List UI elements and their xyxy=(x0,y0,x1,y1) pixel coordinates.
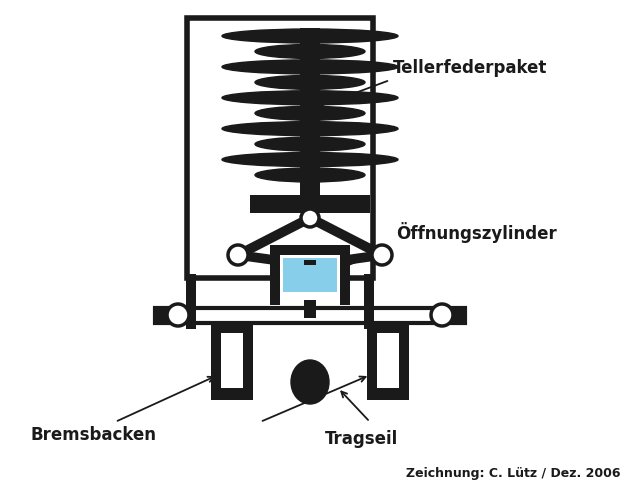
Bar xyxy=(300,28,320,200)
Bar xyxy=(186,274,196,329)
Ellipse shape xyxy=(222,29,398,43)
Bar xyxy=(270,245,350,305)
Ellipse shape xyxy=(222,60,398,74)
Text: Zeichnung: C. Lütz / Dez. 2006: Zeichnung: C. Lütz / Dez. 2006 xyxy=(406,467,620,480)
Circle shape xyxy=(372,245,392,265)
Ellipse shape xyxy=(222,122,398,136)
Ellipse shape xyxy=(291,360,329,404)
Bar xyxy=(250,195,370,213)
Ellipse shape xyxy=(255,137,365,151)
Text: Bremsbacken: Bremsbacken xyxy=(30,426,156,444)
Ellipse shape xyxy=(255,106,365,120)
Bar xyxy=(304,260,316,265)
Bar xyxy=(280,255,340,305)
Bar xyxy=(364,274,374,329)
Bar xyxy=(435,310,465,321)
Ellipse shape xyxy=(255,168,365,182)
Circle shape xyxy=(167,304,189,326)
Text: Tellerfederpaket: Tellerfederpaket xyxy=(393,59,547,77)
Circle shape xyxy=(301,209,319,227)
Bar xyxy=(221,333,243,388)
Bar xyxy=(155,310,185,321)
Bar xyxy=(283,258,337,292)
Text: Öffnungszylinder: Öffnungszylinder xyxy=(396,222,557,243)
Circle shape xyxy=(431,304,453,326)
Bar xyxy=(211,323,253,400)
Bar xyxy=(187,18,373,278)
Ellipse shape xyxy=(222,91,398,105)
Bar xyxy=(302,213,318,218)
Bar xyxy=(377,333,399,388)
Bar xyxy=(367,323,409,400)
Circle shape xyxy=(228,245,248,265)
Bar xyxy=(304,300,316,318)
Bar xyxy=(155,308,465,323)
Ellipse shape xyxy=(222,153,398,166)
Text: Tragseil: Tragseil xyxy=(325,430,398,448)
Ellipse shape xyxy=(255,44,365,59)
Ellipse shape xyxy=(255,76,365,89)
